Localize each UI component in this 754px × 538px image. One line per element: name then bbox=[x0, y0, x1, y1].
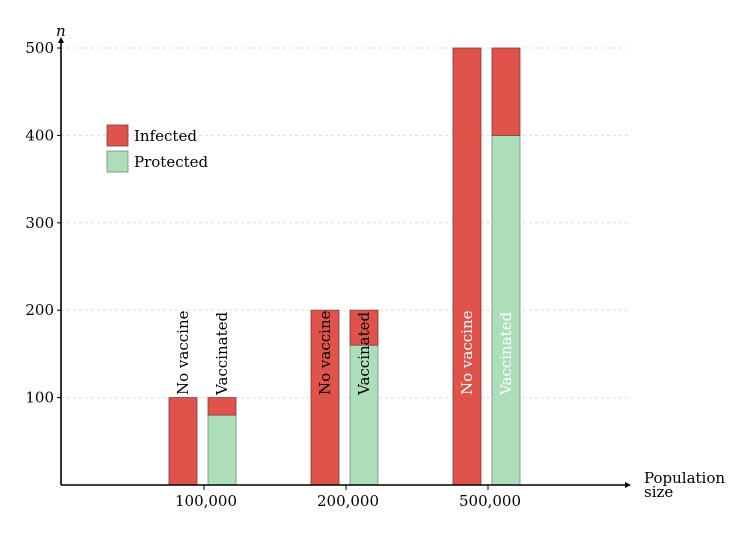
bar-label: Vaccinated bbox=[497, 311, 515, 396]
bar-label: No vaccine bbox=[174, 310, 192, 395]
bar-protected bbox=[491, 134, 521, 486]
x-tick-label: 500,000 bbox=[459, 492, 521, 510]
bar-label: No vaccine bbox=[316, 310, 334, 395]
y-tick-label: 200 bbox=[25, 301, 54, 319]
x-tick-label: 200,000 bbox=[317, 492, 379, 510]
y-tick-label: 500 bbox=[25, 39, 54, 57]
legend-swatch-infected bbox=[106, 124, 129, 147]
bar-label: Vaccinated bbox=[355, 311, 373, 396]
bar-infected bbox=[207, 397, 237, 416]
bar-label: Vaccinated bbox=[213, 311, 231, 396]
bar-infected bbox=[491, 47, 521, 136]
bar-protected bbox=[207, 414, 237, 486]
y-tick-label: 300 bbox=[25, 214, 54, 232]
legend-label-infected: Infected bbox=[134, 127, 197, 145]
y-axis-arrow bbox=[58, 37, 64, 43]
bar-infected bbox=[168, 397, 198, 486]
y-axis-label: n bbox=[56, 22, 66, 40]
x-axis-label-line1: Population bbox=[644, 469, 725, 487]
bar-infected bbox=[452, 47, 482, 486]
x-tick-label: 100,000 bbox=[175, 492, 237, 510]
bar-infected bbox=[349, 309, 379, 346]
x-axis-label-line2: size bbox=[644, 483, 673, 501]
y-tick-label: 400 bbox=[25, 126, 54, 144]
y-tick-label: 100 bbox=[25, 389, 54, 407]
legend-swatch-protected bbox=[106, 150, 129, 173]
bar-label: No vaccine bbox=[458, 310, 476, 395]
legend-label-protected: Protected bbox=[134, 153, 209, 171]
bar-infected bbox=[310, 309, 340, 486]
bar-protected bbox=[349, 344, 379, 486]
x-axis-arrow bbox=[625, 482, 631, 488]
